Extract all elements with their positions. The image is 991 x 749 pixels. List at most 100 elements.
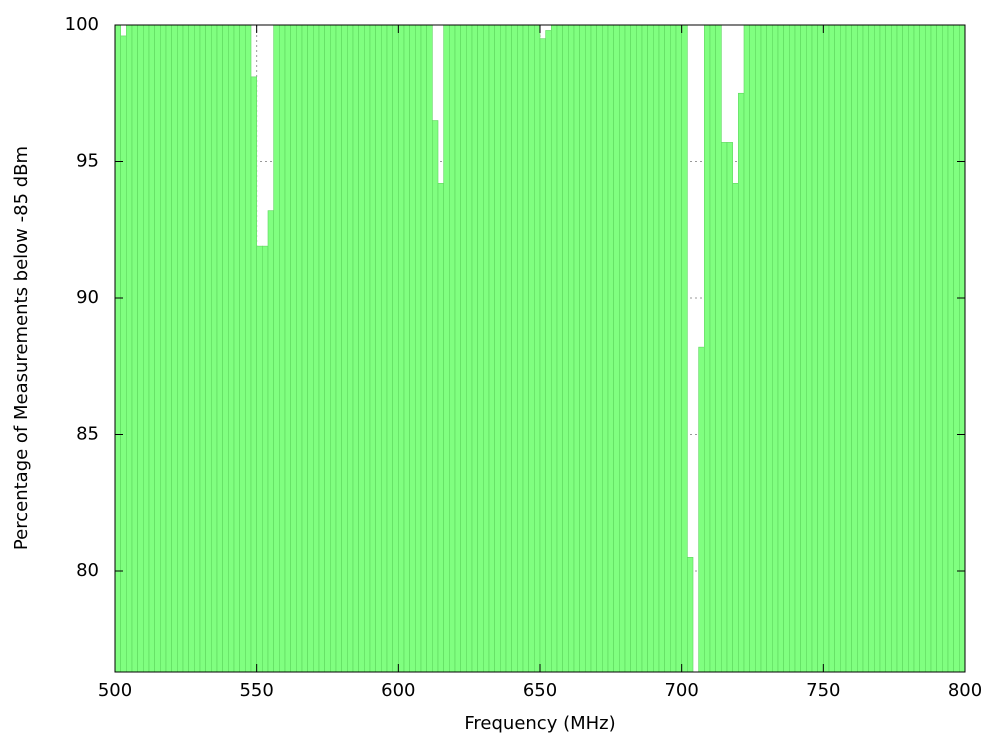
bar xyxy=(120,35,127,672)
bar xyxy=(296,25,303,672)
bar xyxy=(636,25,643,672)
bar xyxy=(369,25,376,672)
bar xyxy=(919,25,926,672)
bar xyxy=(267,210,274,672)
bar xyxy=(211,25,218,672)
bar xyxy=(828,25,835,672)
x-tick-label: 500 xyxy=(98,680,132,701)
bar xyxy=(182,25,189,672)
bar xyxy=(443,25,450,672)
bar xyxy=(936,25,943,672)
bar xyxy=(131,25,138,672)
x-tick-label: 700 xyxy=(664,680,698,701)
bar xyxy=(233,25,240,672)
bar xyxy=(959,25,965,672)
bar xyxy=(528,25,535,672)
bar xyxy=(148,25,155,672)
bar xyxy=(834,25,841,672)
bar xyxy=(732,183,739,672)
bar xyxy=(245,25,252,672)
bar xyxy=(862,25,869,672)
y-tick-label: 100 xyxy=(65,14,99,35)
bar xyxy=(471,25,478,672)
bar xyxy=(437,183,444,672)
bar xyxy=(562,25,569,672)
bar xyxy=(619,25,626,672)
bar xyxy=(811,25,818,672)
bar xyxy=(704,25,711,672)
bar xyxy=(364,25,371,672)
bar xyxy=(641,25,648,672)
y-tick-label: 95 xyxy=(76,150,99,171)
bar xyxy=(403,25,410,672)
bar xyxy=(953,25,960,672)
bar xyxy=(256,245,263,672)
bar xyxy=(607,25,614,672)
bar xyxy=(307,25,314,672)
bar xyxy=(273,25,280,672)
bar xyxy=(777,25,784,672)
bar xyxy=(556,25,563,672)
bar xyxy=(687,557,694,672)
bar xyxy=(188,25,195,672)
bar xyxy=(670,25,677,672)
bar xyxy=(392,25,399,672)
bar xyxy=(313,25,320,672)
bar xyxy=(352,25,359,672)
bar xyxy=(500,25,507,672)
bar xyxy=(330,25,337,672)
bar xyxy=(885,25,892,672)
bar xyxy=(800,25,807,672)
bar xyxy=(664,25,671,672)
bar xyxy=(930,25,937,672)
bar xyxy=(466,25,473,672)
bar xyxy=(290,25,297,672)
bar xyxy=(409,25,416,672)
bar xyxy=(681,25,688,672)
bar xyxy=(216,25,223,672)
bar xyxy=(205,25,212,672)
bar xyxy=(590,25,597,672)
bar xyxy=(126,25,133,672)
bar xyxy=(386,25,393,672)
y-tick-label: 90 xyxy=(76,287,99,308)
bar xyxy=(228,25,235,672)
bar xyxy=(449,25,456,672)
bar xyxy=(602,25,609,672)
bar xyxy=(222,25,229,672)
bar xyxy=(545,30,552,672)
bar xyxy=(420,25,427,672)
bar xyxy=(573,25,580,672)
y-tick-label: 80 xyxy=(76,560,99,581)
bar xyxy=(539,38,546,672)
bar xyxy=(250,76,257,672)
bar xyxy=(738,92,745,672)
bar xyxy=(675,25,682,672)
bar xyxy=(177,25,184,672)
bar xyxy=(318,25,325,672)
bar xyxy=(494,25,501,672)
bar xyxy=(137,25,144,672)
bar xyxy=(511,25,518,672)
bar xyxy=(743,25,750,672)
bar xyxy=(534,25,541,672)
bars xyxy=(115,25,965,672)
bar xyxy=(947,25,954,672)
x-tick-label: 600 xyxy=(381,680,415,701)
bar xyxy=(522,25,529,672)
bar xyxy=(347,25,354,672)
bar xyxy=(760,25,767,672)
bar xyxy=(851,25,858,672)
bar xyxy=(432,120,439,672)
bar xyxy=(335,25,342,672)
y-axis-title: Percentage of Measurements below -85 dBm xyxy=(11,146,32,550)
bar xyxy=(596,25,603,672)
bar xyxy=(426,25,433,672)
bar xyxy=(551,25,558,672)
bar xyxy=(630,25,637,672)
x-tick-label: 650 xyxy=(523,680,557,701)
bar xyxy=(868,25,875,672)
bar xyxy=(902,25,909,672)
bar xyxy=(284,25,291,672)
bar xyxy=(817,25,824,672)
